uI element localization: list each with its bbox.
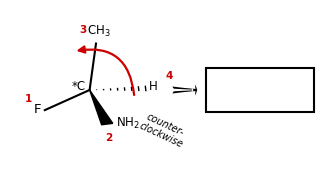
Text: 4: 4 bbox=[166, 71, 173, 81]
Text: 2: 2 bbox=[105, 133, 112, 143]
Text: CH$_3$: CH$_3$ bbox=[87, 24, 111, 39]
Text: H: H bbox=[149, 80, 158, 93]
Text: NH$_2$: NH$_2$ bbox=[116, 116, 140, 131]
Text: *C: *C bbox=[72, 80, 86, 93]
Text: 3: 3 bbox=[79, 25, 86, 35]
Text: F: F bbox=[34, 103, 42, 116]
Bar bbox=[206, 68, 314, 112]
Text: counter-
clockwise: counter- clockwise bbox=[137, 111, 189, 150]
Text: S-configuration: S-configuration bbox=[212, 85, 308, 95]
Polygon shape bbox=[90, 90, 113, 125]
Text: 1: 1 bbox=[25, 94, 32, 104]
